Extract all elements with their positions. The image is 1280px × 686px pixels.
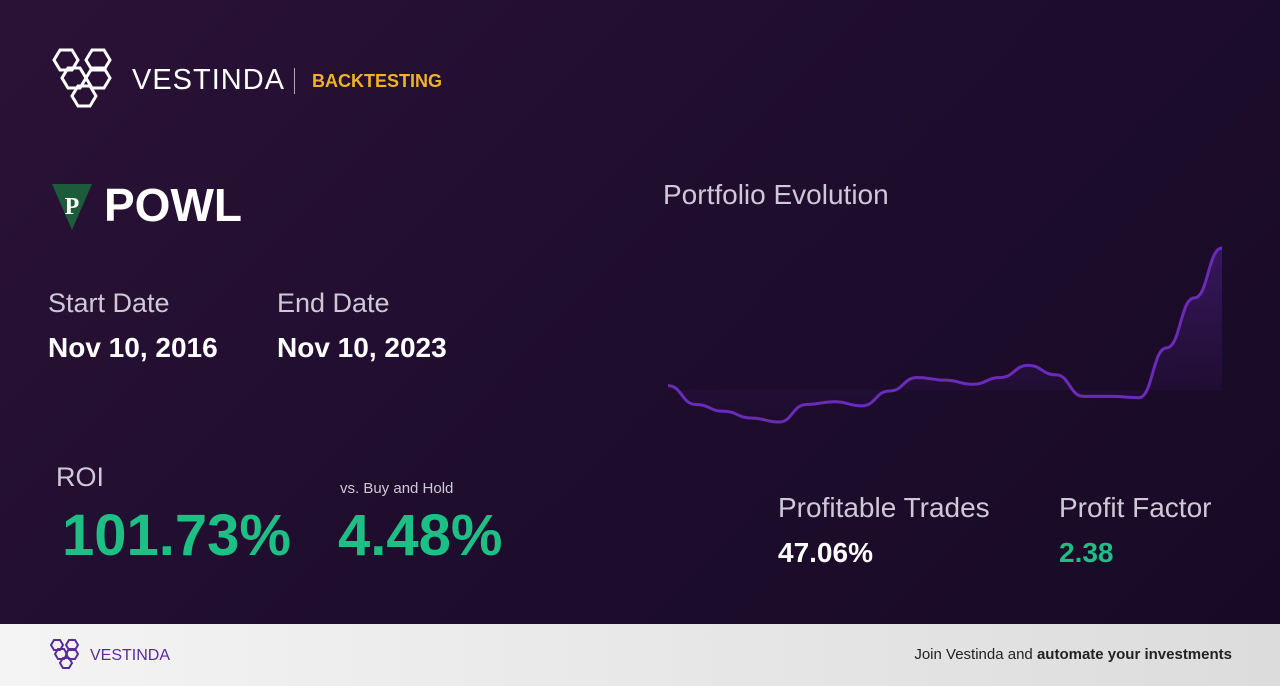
ticker-logo-letter: P — [65, 194, 80, 220]
card: VESTINDA BACKTESTING P POWL Start Date N… — [0, 0, 1280, 624]
portfolio-chart — [667, 246, 1223, 424]
footer: VESTINDA Join Vestinda and automate your… — [0, 624, 1280, 686]
footer-cta: Join Vestinda and automate your investme… — [914, 646, 1232, 663]
footer-brand: VESTINDA — [90, 647, 171, 664]
footer-cta-text: Join Vestinda and — [914, 646, 1033, 663]
chart-title: Portfolio Evolution — [663, 179, 889, 210]
start-label: Start Date — [48, 288, 170, 318]
vs-label: vs. Buy and Hold — [340, 480, 454, 497]
trades-label: Profitable Trades — [778, 492, 990, 523]
roi-value: 101.73% — [62, 503, 291, 568]
ticker-symbol: POWL — [104, 179, 242, 231]
footer-logo — [49, 639, 80, 669]
start-date: Nov 10, 2016 — [48, 332, 218, 363]
factor-label: Profit Factor — [1059, 492, 1212, 523]
section-label: BACKTESTING — [312, 71, 442, 91]
brand-name: VESTINDA — [132, 64, 286, 96]
vs-value: 4.48% — [338, 503, 503, 568]
end-date: Nov 10, 2023 — [277, 332, 447, 363]
footer-cta-bold: automate your investments — [1036, 646, 1232, 663]
brand-logo — [52, 48, 112, 108]
roi-label: ROI — [56, 462, 105, 492]
line — [667, 246, 1223, 424]
area — [668, 248, 1222, 422]
ticker-logo: P — [52, 184, 92, 230]
factor-value: 2.38 — [1059, 537, 1114, 568]
trades-value: 47.06% — [778, 537, 873, 568]
divider — [294, 68, 295, 94]
end-label: End Date — [277, 288, 390, 318]
